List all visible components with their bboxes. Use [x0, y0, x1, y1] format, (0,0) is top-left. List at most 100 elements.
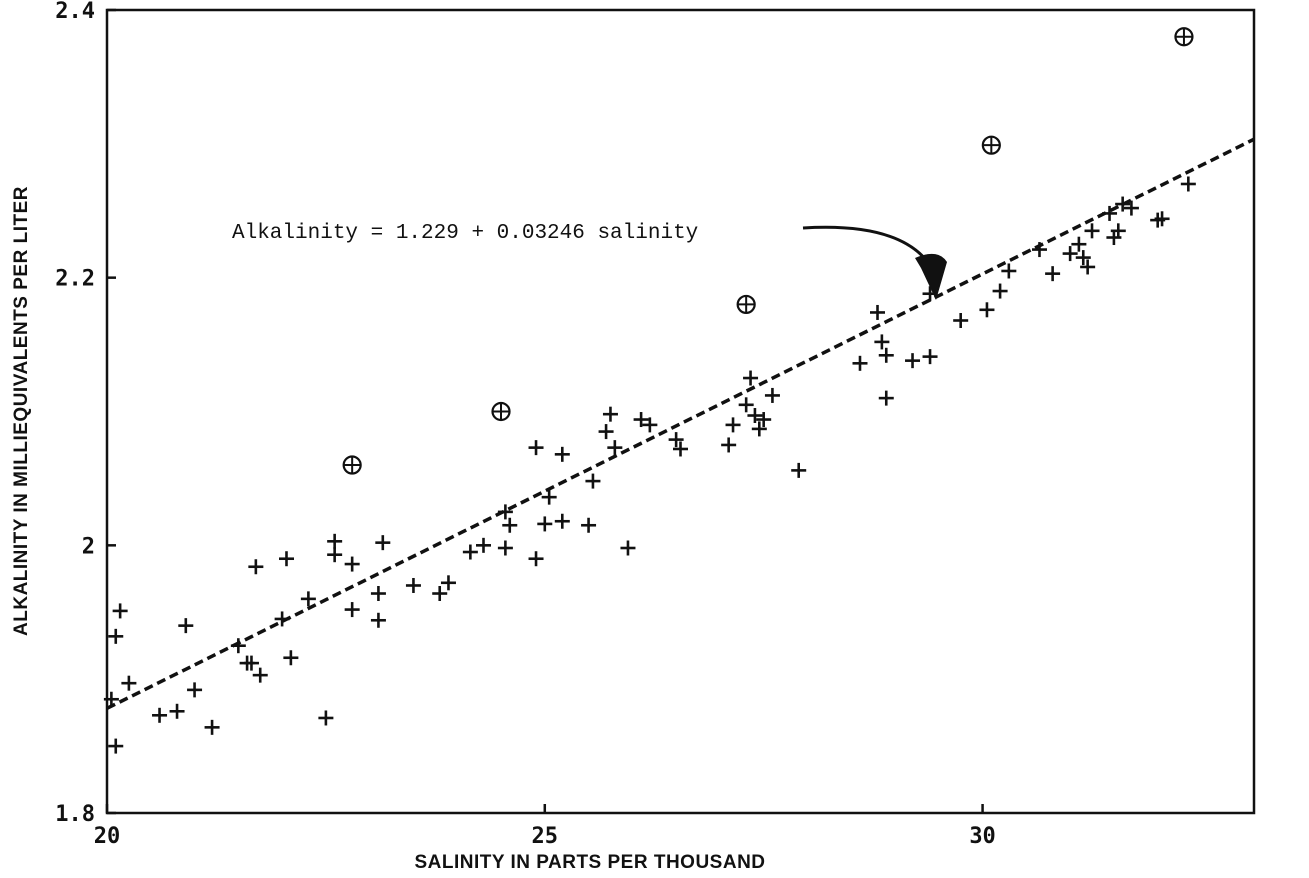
plus-point	[668, 432, 684, 448]
plus-point	[581, 517, 597, 533]
plus-point	[620, 540, 636, 556]
plus-point	[178, 618, 194, 634]
plus-point	[344, 556, 360, 572]
plus-point	[528, 440, 544, 456]
plus-point	[230, 638, 246, 654]
plus-point	[1154, 211, 1170, 227]
axis-ticks	[105, 8, 984, 815]
data-points	[103, 27, 1196, 754]
plus-point	[108, 738, 124, 754]
plus-point	[169, 703, 185, 719]
plus-point	[992, 283, 1008, 299]
y-axis-label: ALKALINITY IN MILLIEQUIVALENTS PER LITER	[11, 186, 32, 636]
plus-point	[738, 397, 754, 413]
plus-point	[274, 611, 290, 627]
plus-point	[243, 655, 259, 671]
plus-point	[327, 533, 343, 549]
plus-point	[1075, 250, 1091, 266]
plus-point	[756, 412, 772, 428]
plus-point	[344, 602, 360, 618]
plus-point	[103, 691, 119, 707]
plus-point	[278, 551, 294, 567]
plus-point	[852, 355, 868, 371]
x-tick-label: 20	[94, 824, 121, 849]
x-axis-label: SALINITY IN PARTS PER THOUSAND	[414, 852, 765, 873]
plus-point	[252, 667, 268, 683]
plus-point	[375, 535, 391, 551]
plus-point	[497, 504, 513, 520]
plus-point	[721, 437, 737, 453]
plus-point	[432, 586, 448, 602]
plus-point	[874, 334, 890, 350]
plus-point	[1102, 205, 1118, 221]
plus-point	[751, 421, 767, 437]
plus-point	[979, 302, 995, 318]
plus-point	[747, 408, 763, 424]
plus-point	[370, 586, 386, 602]
circled-plus-point	[981, 135, 1001, 155]
plus-point	[585, 473, 601, 489]
plus-point	[327, 547, 343, 563]
plus-point	[1084, 223, 1100, 239]
plus-point	[598, 424, 614, 440]
plus-point	[537, 516, 553, 532]
y-tick-label: 2	[82, 534, 95, 559]
plus-point	[318, 710, 334, 726]
plus-point	[878, 390, 894, 406]
plus-point	[370, 612, 386, 628]
plus-point	[554, 513, 570, 529]
plus-point	[152, 707, 168, 723]
plus-point	[743, 370, 759, 386]
plus-point	[405, 577, 421, 593]
plus-point	[440, 575, 456, 591]
plus-point	[953, 312, 969, 328]
plus-point	[791, 462, 807, 478]
plus-point	[1001, 263, 1017, 279]
annotation-arrow	[802, 225, 947, 300]
plus-point	[725, 417, 741, 433]
plus-point	[1071, 236, 1087, 252]
x-tick-label: 25	[532, 824, 559, 849]
plus-point	[462, 544, 478, 560]
plus-point	[1110, 223, 1126, 239]
plus-point	[673, 441, 688, 457]
plus-point	[497, 540, 513, 556]
plus-point	[204, 719, 220, 735]
plus-point	[1080, 259, 1096, 275]
plus-point	[602, 406, 618, 422]
tick-labels: 20 25 30 1.8 2 2.2 2.4	[55, 0, 996, 849]
y-tick-label: 2.2	[55, 267, 95, 292]
plus-point	[764, 387, 780, 403]
plus-point	[112, 603, 128, 619]
y-tick-label: 2.4	[55, 0, 95, 24]
plus-point	[108, 628, 124, 644]
x-tick-label: 30	[969, 824, 996, 849]
plus-point	[870, 304, 886, 320]
plus-point	[905, 353, 921, 369]
plot-frame	[105, 8, 1256, 815]
circled-plus-point	[342, 455, 362, 475]
plus-point	[300, 591, 316, 607]
plus-point	[642, 417, 658, 433]
plus-point	[1045, 266, 1061, 282]
plus-point	[607, 440, 623, 456]
circled-plus-point	[736, 294, 756, 315]
plus-point	[541, 489, 557, 505]
plus-point	[922, 349, 938, 365]
regression-annotation: Alkalinity = 1.229 + 0.03246 salinity	[232, 222, 698, 245]
regression-line	[106, 137, 1255, 710]
plus-point	[248, 559, 264, 575]
plus-point	[1123, 200, 1139, 216]
plus-point	[121, 675, 137, 691]
plus-point	[1031, 242, 1047, 258]
y-tick-label: 1.8	[55, 802, 95, 827]
plus-point	[554, 446, 570, 462]
plus-point	[187, 682, 203, 698]
plus-point	[1180, 176, 1196, 192]
plus-point	[283, 650, 299, 666]
plus-point	[1115, 196, 1131, 212]
plus-point	[633, 412, 649, 428]
plus-point	[878, 347, 894, 363]
plus-point	[1062, 246, 1078, 262]
